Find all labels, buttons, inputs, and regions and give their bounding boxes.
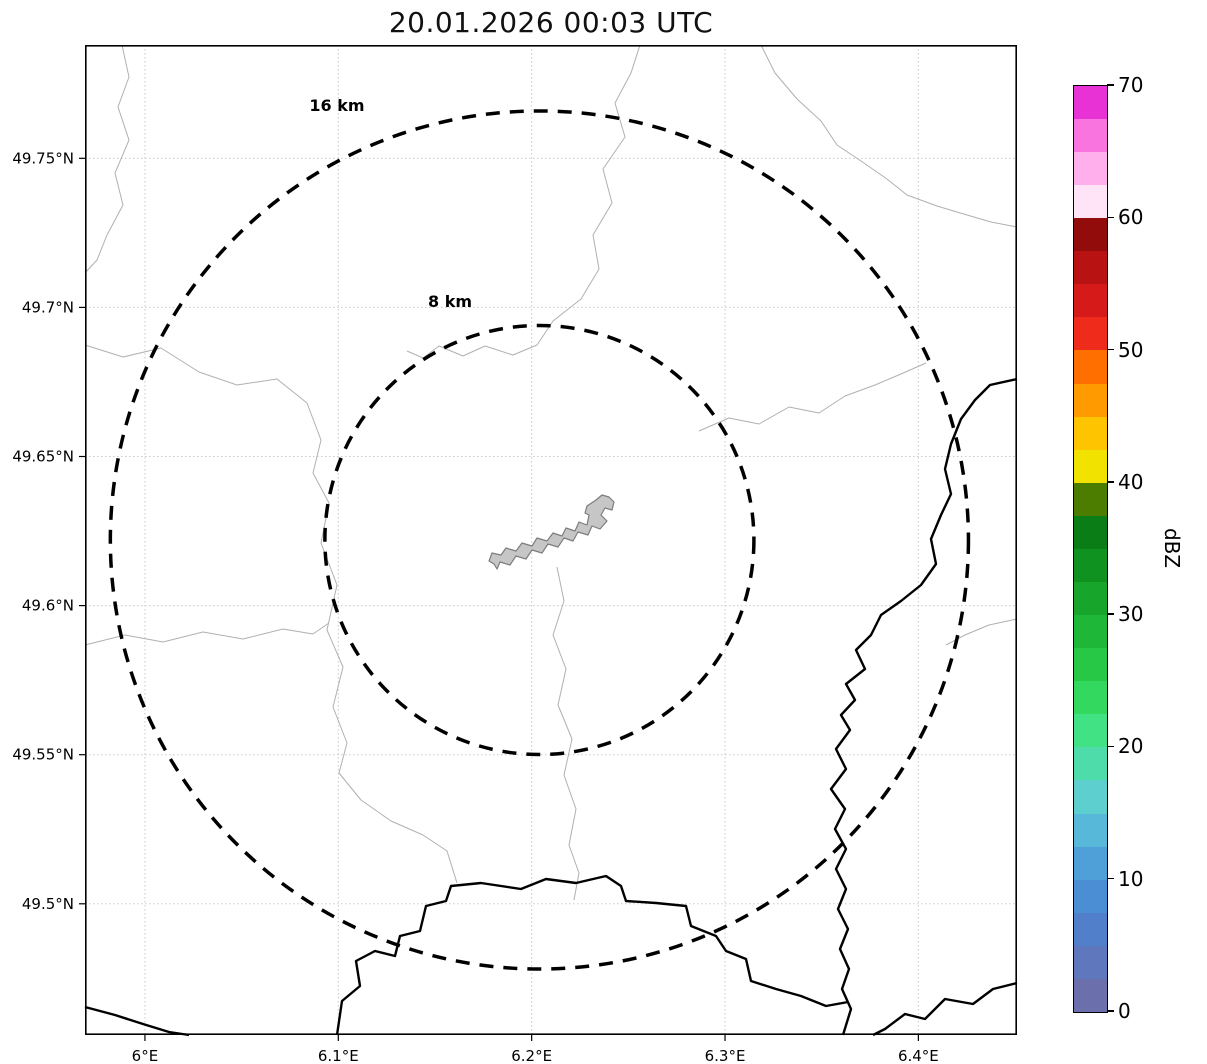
colorbar-segment: [1074, 251, 1107, 285]
colorbar-segment: [1074, 879, 1107, 913]
colorbar-tick-mark: [1107, 348, 1114, 351]
colorbar-tick-label: 60: [1118, 205, 1144, 230]
river-line: [760, 44, 1018, 228]
range-ring-label-16km: 16 km: [309, 96, 364, 115]
colorbar-tick-mark: [1107, 745, 1114, 748]
colorbar-segment: [1074, 383, 1107, 417]
colorbar-tick-label: 0: [1118, 999, 1131, 1023]
colorbar-tick-label: 40: [1118, 469, 1144, 494]
colorbar-segment: [1074, 978, 1107, 1012]
colorbar-segment: [1074, 218, 1107, 252]
river-line: [698, 362, 927, 432]
colorbar-segment: [1074, 681, 1107, 715]
colorbar-tick-label: 70: [1118, 73, 1144, 97]
plot-title: 20.01.2026 00:03 UTC: [388, 6, 714, 39]
y-tick-label: 49.55°N: [12, 746, 74, 764]
range-ring-label-8km: 8 km: [428, 292, 472, 311]
map-svg: 6°E 6.1°E 6.2°E 6.3°E 6.4°E 49.75°N 49.7°N 49.6…: [12, 44, 1018, 1064]
river-line: [552, 566, 580, 901]
colorbar-segment: [1074, 615, 1107, 649]
range-ring-16km: [108, 109, 971, 971]
colorbar: [1073, 85, 1108, 1013]
river-line: [84, 622, 330, 646]
y-tick-label: 49.6°N: [22, 597, 74, 615]
y-tick-label: 49.65°N: [12, 448, 74, 466]
colorbar-segment: [1074, 185, 1107, 219]
colorbar-segment: [1074, 482, 1107, 516]
border-line: [872, 981, 1018, 1037]
colorbar-tick-mark: [1107, 613, 1114, 615]
colorbar-segment: [1074, 118, 1107, 152]
river-line: [84, 44, 130, 274]
colorbar-segment: [1074, 780, 1107, 814]
colorbar-tick-mark: [1107, 877, 1114, 880]
colorbar-segment: [1074, 912, 1107, 946]
colorbar-segment: [1074, 151, 1107, 186]
colorbar-segment: [1074, 284, 1107, 318]
border-line: [335, 874, 849, 1036]
colorbar-tick-label: 20: [1118, 734, 1144, 759]
colorbar-segment: [1074, 548, 1107, 582]
range-ring-8km: [323, 323, 756, 757]
y-tick-label: 49.5°N: [22, 895, 74, 913]
colorbar-tick-mark: [1107, 1010, 1114, 1012]
colorbar-segment: [1074, 85, 1107, 119]
colorbar-tick-mark: [1107, 84, 1114, 86]
y-tick-label: 49.75°N: [12, 149, 74, 167]
river-line: [84, 344, 458, 884]
colorbar-tick-label: 50: [1118, 337, 1144, 362]
colorbar-segment: [1074, 846, 1107, 880]
colorbar-segment: [1074, 945, 1107, 979]
colorbar-segment: [1074, 714, 1107, 748]
border-line: [84, 1005, 190, 1037]
colorbar-segment: [1074, 648, 1107, 682]
colorbar-segment: [1074, 581, 1107, 616]
x-tick-label: 6.4°E: [898, 1047, 939, 1064]
colorbar-segment: [1074, 515, 1107, 549]
airport-polygon: [488, 494, 615, 570]
x-tick-label: 6°E: [132, 1047, 159, 1064]
colorbar-segment: [1074, 317, 1107, 351]
colorbar-segment: [1074, 747, 1107, 781]
colorbar-tick-mark: [1107, 216, 1114, 219]
colorbar-segment: [1074, 449, 1107, 483]
y-tick-label: 49.7°N: [22, 298, 74, 316]
map-plot-area: 6°E 6.1°E 6.2°E 6.3°E 6.4°E 49.75°N 49.7°N 49.6…: [12, 44, 1018, 1064]
colorbar-tick-label: 30: [1118, 602, 1144, 627]
colorbar-tick-mark: [1107, 481, 1114, 483]
river-line: [406, 44, 641, 359]
x-tick-label: 6.1°E: [318, 1047, 359, 1064]
x-tick-label: 6.3°E: [705, 1047, 746, 1064]
colorbar-tick-label: 10: [1118, 866, 1144, 891]
border-line: [829, 377, 1018, 1036]
colorbar-segment: [1074, 416, 1107, 450]
colorbar-label: dBZ: [1160, 527, 1184, 569]
x-tick-label: 6.2°E: [511, 1047, 552, 1064]
axes-frame: [85, 45, 1018, 1036]
colorbar-segment: [1074, 350, 1107, 384]
colorbar-segment: [1074, 813, 1107, 847]
